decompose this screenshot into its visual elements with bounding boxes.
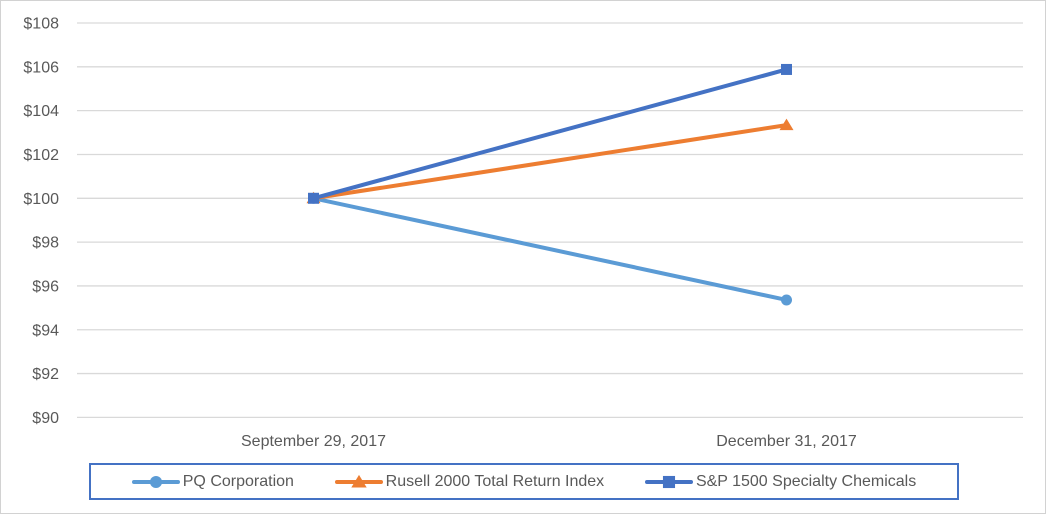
triangle-marker-icon (779, 118, 794, 131)
series-line (311, 123, 789, 201)
y-axis-tick-label: $106 (23, 59, 59, 76)
y-axis-labels: $90 $92 $94 $96 $98 $100 $102 $104 $106 $108 (23, 16, 59, 427)
y-axis-tick-label: $108 (23, 16, 59, 33)
triangle-marker-swatch (334, 474, 383, 487)
legend-label: PQ Corporation (182, 472, 294, 490)
triangle-marker-icon (350, 474, 367, 487)
square-marker-icon (308, 192, 319, 204)
circle-marker-icon (781, 294, 792, 306)
y-axis-tick-label: $92 (32, 366, 59, 383)
legend: PQ Corporation Rusell 2000 Total Return … (89, 463, 959, 500)
triangle-marker-icon (334, 474, 383, 490)
y-axis-tick-label: $94 (32, 322, 59, 339)
legend-label: Rusell 2000 Total Return Index (385, 472, 605, 490)
series-pq-corporation (308, 192, 792, 306)
y-axis-tick-label: $96 (32, 278, 59, 295)
legend-item-pq-corporation: PQ Corporation (131, 472, 294, 491)
square-marker-icon (662, 475, 675, 488)
legend-item-sp-1500-specialty-chemicals: S&P 1500 Specialty Chemicals (644, 472, 917, 491)
y-gridlines (77, 22, 1023, 419)
y-axis-tick-label: $100 (23, 191, 59, 208)
circle-marker-swatch (131, 475, 180, 488)
y-axis-tick-label: $104 (23, 103, 59, 120)
legend-item-rusell-2000-total-return-index: Rusell 2000 Total Return Index (334, 472, 605, 491)
series-s-p-1500-specialty-chemicals (308, 63, 792, 204)
square-marker-icon (781, 63, 792, 75)
series-line (311, 196, 789, 302)
series-line (311, 67, 789, 201)
x-axis-labels: September 29, 2017 December 31, 2017 (241, 433, 857, 450)
circle-marker-icon (131, 474, 180, 490)
series-rusell-2000-total-return-index (306, 118, 794, 204)
legend-label: S&P 1500 Specialty Chemicals (695, 472, 917, 490)
square-marker-swatch (644, 475, 693, 488)
y-axis-tick-label: $98 (32, 235, 59, 252)
y-axis-tick-label: $102 (23, 147, 59, 164)
square-marker-icon (644, 474, 693, 490)
y-axis-tick-label: $90 (32, 410, 59, 427)
circle-marker-icon (149, 475, 162, 488)
x-axis-label: December 31, 2017 (716, 433, 857, 450)
x-axis-label: September 29, 2017 (241, 433, 386, 450)
